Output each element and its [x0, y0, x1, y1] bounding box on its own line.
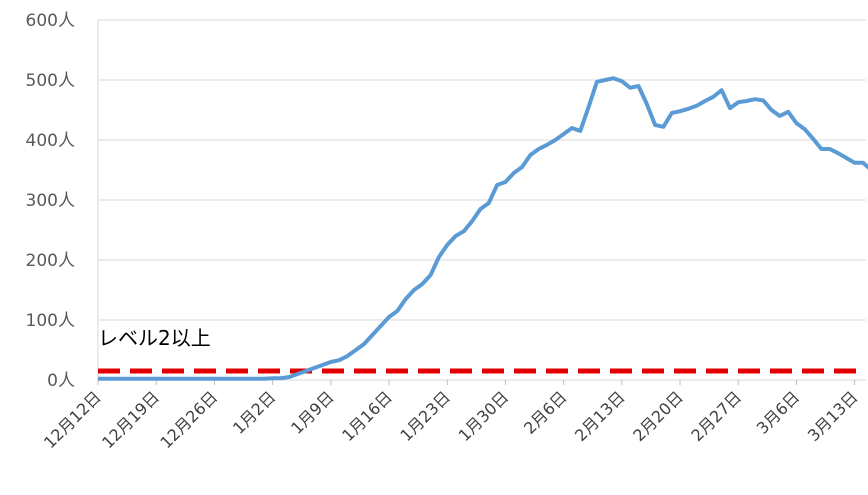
series-line	[98, 76, 868, 381]
x-tick-label: 12月12日	[40, 387, 105, 452]
y-tick-label: 0人	[47, 371, 75, 391]
y-tick-label: 100人	[26, 311, 75, 331]
x-tick-label: 12月19日	[98, 387, 163, 452]
x-tick-label: 2月6日	[520, 387, 570, 437]
y-tick-label: 400人	[26, 131, 75, 151]
threshold-label: レベル2以上	[98, 326, 211, 350]
y-tick-label: 600人	[26, 11, 75, 31]
x-tick-label: 3月6日	[753, 387, 803, 437]
x-tick-label: 12月26日	[156, 387, 221, 452]
y-tick-label: 500人	[26, 71, 75, 91]
x-tick-label: 1月23日	[396, 387, 454, 445]
x-tick-label: 1月16日	[338, 387, 396, 445]
x-tick-label: 1月30日	[455, 387, 513, 445]
y-tick-label: 200人	[26, 251, 75, 271]
y-tick-label: 300人	[26, 191, 75, 211]
x-tick-label: 1月2日	[229, 387, 279, 437]
x-tick-label: 3月13日	[804, 387, 862, 445]
x-tick-label: 2月13日	[571, 387, 629, 445]
x-tick-label: 1月9日	[287, 387, 337, 437]
x-tick-label: 2月27日	[687, 387, 745, 445]
x-tick-label: 2月20日	[629, 387, 687, 445]
